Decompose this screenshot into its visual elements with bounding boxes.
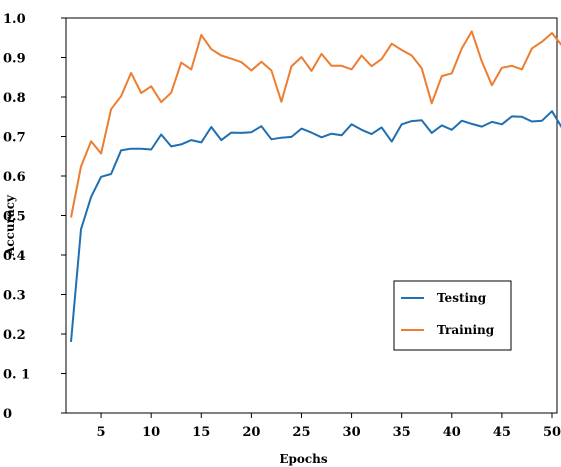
y-tick-label: 1.0 bbox=[3, 12, 26, 27]
plot-frame bbox=[65, 17, 558, 414]
series-line-testing bbox=[70, 110, 561, 342]
legend-box bbox=[393, 280, 512, 351]
x-tick-label: 25 bbox=[292, 425, 310, 440]
x-tick-label: 15 bbox=[192, 425, 210, 440]
x-tick-label: 20 bbox=[242, 425, 260, 440]
plot-border bbox=[65, 17, 558, 414]
y-tick-label: 0.5 bbox=[3, 210, 26, 225]
x-tick-label: 50 bbox=[543, 425, 561, 440]
x-tick-label: 35 bbox=[393, 425, 411, 440]
series-layer bbox=[70, 30, 561, 342]
x-axis-ticks: 5 10 15 20 25 30 35 40 45 50 bbox=[97, 413, 561, 440]
y-tick-label: 0.6 bbox=[3, 170, 26, 185]
legend-label-training: Training bbox=[437, 323, 495, 337]
y-tick-label: 0.9 bbox=[3, 52, 26, 67]
y-axis-ticks: 0 0. 1 0.2 0.3 0.4 0.5 0.6 0.7 0.8 0.9 1.0 bbox=[3, 12, 66, 422]
y-axis-title: Accuracy bbox=[3, 194, 17, 257]
y-tick-label: 0.7 bbox=[3, 131, 26, 146]
series-line-training bbox=[70, 30, 561, 218]
x-tick-label: 5 bbox=[97, 425, 106, 440]
y-tick-label: 0.8 bbox=[3, 91, 26, 106]
x-tick-label: 30 bbox=[343, 425, 361, 440]
y-tick-label: 0. 1 bbox=[3, 368, 30, 383]
y-tick-label: 0 bbox=[3, 407, 12, 422]
x-tick-label: 45 bbox=[493, 425, 511, 440]
legend: Testing Training bbox=[393, 280, 512, 351]
y-tick-label: 0.4 bbox=[3, 249, 26, 264]
x-tick-label: 40 bbox=[443, 425, 461, 440]
x-tick-label: 10 bbox=[142, 425, 160, 440]
y-tick-label: 0.2 bbox=[3, 328, 26, 343]
x-axis-title: Epochs bbox=[279, 452, 328, 466]
y-tick-label: 0.3 bbox=[3, 289, 26, 304]
legend-label-testing: Testing bbox=[437, 291, 487, 305]
